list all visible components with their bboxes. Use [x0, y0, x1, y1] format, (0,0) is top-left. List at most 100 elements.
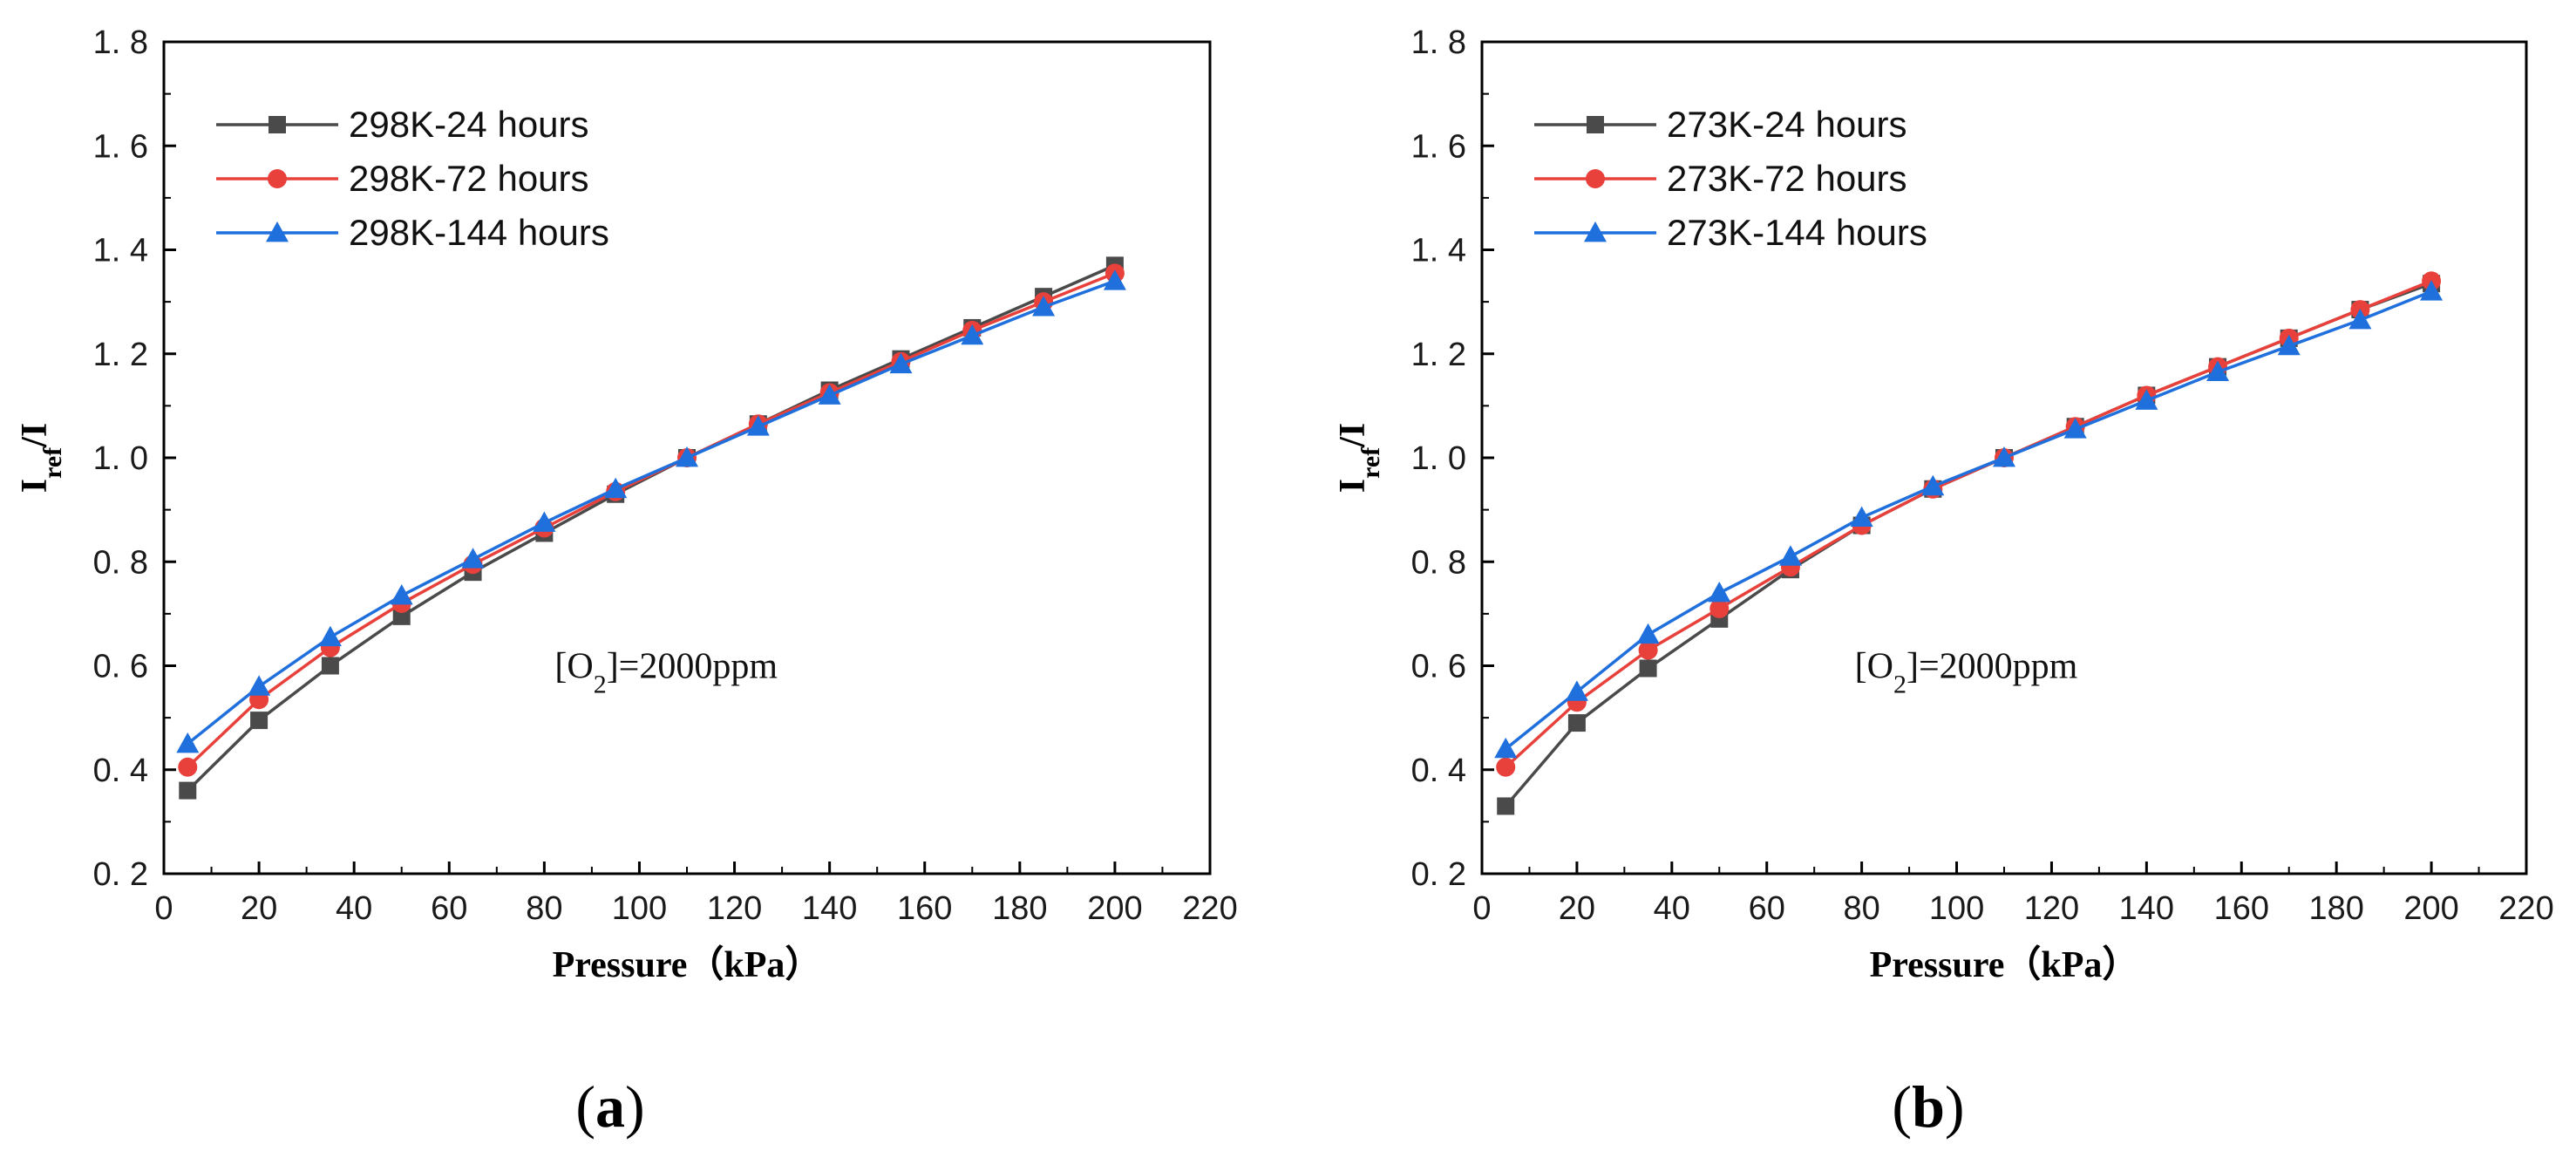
y-axis-title: Iref/I: [1333, 423, 1385, 493]
series-square: [1497, 275, 2441, 815]
data-point: [461, 548, 485, 569]
x-tick-label: 40: [1654, 890, 1690, 927]
legend-marker: [1584, 221, 1607, 242]
data-point: [390, 584, 413, 605]
data-point: [2063, 418, 2087, 439]
x-tick-label: 120: [2024, 890, 2079, 927]
y-tick-label: 1. 2: [1411, 337, 1466, 373]
data-point: [2135, 389, 2158, 410]
data-point: [1708, 582, 1731, 603]
panel-label: (b): [1892, 1073, 1964, 1140]
series-line: [187, 279, 1116, 746]
data-point: [1921, 474, 1945, 496]
data-point: [179, 781, 197, 800]
panel-label: (a): [575, 1073, 644, 1140]
data-point: [1494, 737, 1518, 759]
y-tick-label: 1. 6: [1411, 128, 1466, 165]
legend-marker: [268, 116, 286, 133]
data-point: [889, 352, 913, 374]
data-point: [676, 446, 698, 467]
series-line: [1504, 282, 2432, 807]
data-point: [1032, 296, 1056, 317]
data-point: [1709, 598, 1730, 618]
y-tick-label: 0. 2: [1411, 856, 1466, 893]
legend-marker: [1586, 169, 1605, 188]
x-tick-label: 200: [2403, 890, 2458, 927]
x-axis-title: Pressure（kPa）: [1870, 944, 2139, 985]
data-point: [250, 712, 268, 730]
data-point: [1496, 757, 1516, 777]
x-tick-label: 220: [1182, 890, 1237, 927]
x-tick-label: 120: [707, 890, 762, 927]
data-point: [248, 675, 271, 696]
legend-label: 273K-144 hours: [1667, 212, 1927, 253]
x-tick-label: 140: [802, 890, 857, 927]
y-tick-label: 1. 4: [93, 233, 148, 269]
data-point: [746, 415, 770, 436]
x-tick-label: 160: [2214, 890, 2269, 927]
y-tick-label: 1. 4: [1411, 233, 1466, 269]
x-tick-label: 200: [1087, 890, 1142, 927]
x-tick-label: 80: [1843, 890, 1879, 927]
legend: 273K-24 hours 273K-72 hours 273K-144 hours: [1534, 104, 1927, 253]
legend-label: 298K-144 hours: [349, 212, 609, 253]
series-triangle: [1494, 280, 2443, 759]
x-tick-label: 220: [2498, 890, 2553, 927]
data-point: [321, 657, 339, 675]
legend-label: 273K-24 hours: [1667, 104, 1907, 145]
y-tick-label: 0. 6: [93, 649, 148, 685]
data-point: [1103, 269, 1126, 290]
legend-label: 298K-72 hours: [349, 158, 589, 199]
y-tick-label: 0. 8: [1411, 544, 1466, 581]
x-tick-label: 60: [1749, 890, 1785, 927]
y-tick-label: 1. 8: [93, 24, 148, 61]
annotation: [O2]=2000ppm: [1855, 647, 2078, 699]
legend-marker: [266, 221, 289, 242]
data-point: [392, 607, 411, 625]
y-tick-label: 1. 2: [93, 337, 148, 373]
legend-marker: [1587, 116, 1604, 133]
legend: 298K-24 hours 298K-72 hours 298K-144 hours: [216, 104, 609, 253]
data-point: [818, 384, 841, 405]
x-tick-label: 20: [241, 890, 277, 927]
legend-label: 298K-24 hours: [349, 104, 589, 145]
data-point: [1565, 680, 1588, 701]
data-point: [1850, 506, 1873, 527]
series-square: [179, 256, 1124, 800]
data-point: [1636, 623, 1660, 644]
x-tick-label: 40: [336, 890, 372, 927]
data-point: [2348, 308, 2372, 330]
y-tick-label: 0. 8: [93, 544, 148, 581]
data-point: [1638, 640, 1658, 660]
x-tick-label: 60: [431, 890, 467, 927]
data-point: [533, 511, 556, 532]
data-point: [604, 477, 628, 499]
data-point: [1639, 659, 1657, 678]
data-point: [1497, 797, 1515, 815]
y-tick-label: 1. 0: [93, 440, 148, 477]
annotation: [O2]=2000ppm: [554, 647, 778, 699]
data-point: [1567, 714, 1586, 732]
data-point: [318, 625, 342, 647]
series-line: [187, 271, 1116, 769]
y-tick-label: 1. 6: [93, 128, 148, 165]
data-point: [1778, 545, 1802, 566]
x-tick-label: 100: [612, 890, 667, 927]
x-tick-label: 0: [1472, 890, 1491, 927]
data-point: [961, 324, 984, 345]
y-tick-label: 0. 6: [1411, 649, 1466, 685]
series-line: [1505, 289, 2432, 751]
data-point: [2206, 360, 2230, 382]
y-tick-label: 1. 8: [1411, 24, 1466, 61]
y-tick-label: 0. 4: [1411, 753, 1466, 789]
x-tick-label: 20: [1559, 890, 1595, 927]
series-circle: [178, 263, 1125, 777]
y-tick-label: 1. 0: [1411, 440, 1466, 477]
x-tick-label: 180: [2308, 890, 2363, 927]
y-tick-label: 0. 2: [93, 856, 148, 893]
chart-panel-b: 0 20 40 60 80 100 120 140 160 180 200 220 0. 2 0. 4 0.…: [1333, 24, 2554, 1140]
x-tick-label: 80: [526, 890, 562, 927]
x-axis-title: Pressure（kPa）: [553, 944, 822, 985]
x-tick-label: 0: [154, 890, 173, 927]
